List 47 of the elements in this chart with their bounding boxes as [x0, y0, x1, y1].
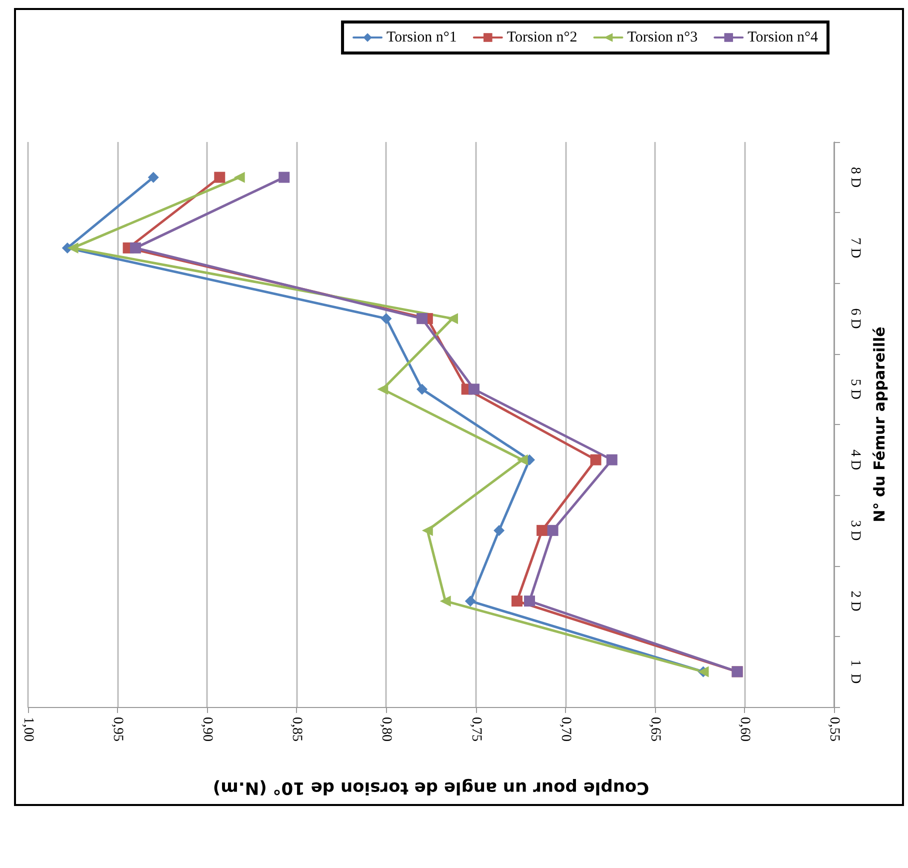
- point: [130, 242, 141, 254]
- point: [278, 172, 290, 183]
- y-tick-label: 7 D: [848, 238, 862, 258]
- x-tick-label: 0,95: [110, 717, 126, 742]
- point: [547, 524, 558, 536]
- x-tick-label: 0,70: [558, 717, 573, 742]
- point: [440, 596, 451, 607]
- x-tick-label: 0,75: [468, 717, 484, 742]
- point: [464, 596, 476, 607]
- point: [148, 172, 159, 183]
- point: [67, 242, 78, 254]
- y-tick-label: 6 D: [848, 308, 862, 329]
- legend-label: Torsion n°2: [506, 30, 578, 46]
- y-tick-label: 8 D: [848, 167, 862, 188]
- point: [590, 454, 602, 466]
- y-tick-label: 5 D: [848, 378, 862, 400]
- point: [606, 454, 618, 466]
- x-tick-label: 0,85: [289, 717, 304, 742]
- point: [494, 524, 505, 536]
- point: [511, 596, 522, 607]
- legend-label: Torsion n°4: [748, 30, 818, 46]
- x-tick-label: 0,65: [647, 717, 662, 742]
- x-tick-label: 1,00: [20, 717, 36, 742]
- x-tick-label: 0,55: [826, 717, 842, 742]
- y-tick-label: 3 D: [848, 520, 862, 541]
- point: [377, 384, 388, 395]
- x-axis-title: Couple pour un angle de torsion de 10° (N.m): [212, 778, 650, 798]
- point: [422, 524, 433, 536]
- x-tick-label: 0,90: [200, 717, 215, 742]
- x-tick-label: 0,60: [736, 717, 752, 742]
- point: [416, 384, 428, 395]
- point: [380, 313, 392, 324]
- y-tick-label: 2 D: [848, 590, 862, 612]
- point: [516, 454, 528, 466]
- point: [234, 172, 245, 183]
- point: [524, 596, 536, 607]
- point: [536, 524, 548, 536]
- legend-label: Torsion n°1: [386, 30, 457, 46]
- y-tick-label: 1 D: [848, 660, 862, 684]
- legend-label: Torsion n°3: [627, 30, 698, 46]
- y-axis-title: N° du Fémur appareillé: [870, 326, 888, 522]
- point: [446, 313, 458, 324]
- y-tick-label: 4 D: [848, 450, 862, 470]
- point: [416, 313, 428, 324]
- point: [214, 172, 226, 183]
- x-tick-label: 0,80: [378, 717, 394, 742]
- point: [468, 384, 480, 395]
